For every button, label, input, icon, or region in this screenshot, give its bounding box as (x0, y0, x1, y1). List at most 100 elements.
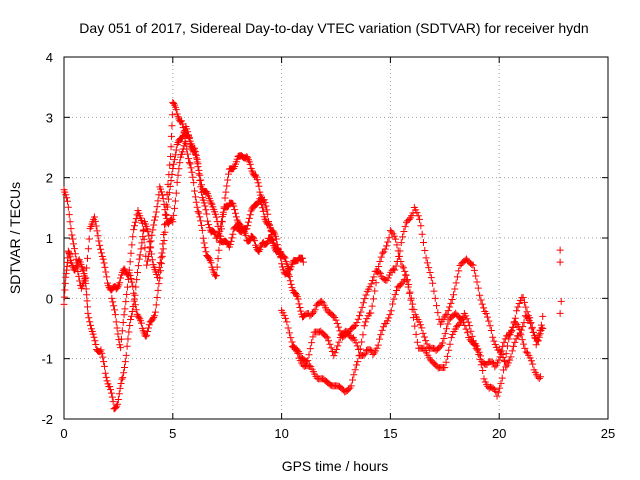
data-point (199, 234, 207, 242)
data-point (535, 375, 543, 383)
data-point (441, 330, 449, 338)
data-point (359, 299, 367, 307)
data-point (191, 193, 199, 201)
data-point (284, 324, 292, 332)
data-point (534, 337, 542, 345)
data-point (116, 384, 124, 392)
data-point (172, 189, 180, 197)
data-point (191, 187, 199, 195)
data-point (130, 289, 138, 297)
data-point (556, 309, 564, 317)
x-tick-label: 20 (492, 426, 506, 441)
data-point (474, 284, 482, 292)
data-point (469, 261, 477, 269)
data-point (267, 227, 275, 235)
data-point (434, 309, 442, 317)
data-point (402, 271, 410, 279)
data-point (298, 254, 306, 262)
y-tick-label: -1 (41, 352, 53, 367)
data-point (442, 358, 450, 366)
data-point (232, 213, 240, 221)
data-point (127, 312, 135, 320)
data-point (157, 260, 165, 268)
data-point (443, 352, 451, 360)
data-point (246, 160, 254, 168)
data-point (253, 176, 261, 184)
data-point (131, 218, 139, 226)
data-point (350, 322, 358, 330)
data-point (539, 325, 547, 332)
data-point (154, 286, 162, 294)
data-point (285, 272, 293, 280)
data-point (258, 204, 266, 212)
data-point (185, 133, 193, 141)
data-point (179, 145, 187, 153)
data-point (91, 217, 99, 225)
data-point (203, 210, 211, 218)
data-point (103, 377, 111, 385)
x-tick-label: 25 (601, 426, 615, 441)
data-point (198, 181, 206, 189)
data-point (286, 277, 294, 285)
data-point (527, 319, 535, 327)
data-point (523, 313, 531, 321)
data-point (107, 386, 115, 394)
data-point (395, 253, 403, 261)
data-point (391, 266, 399, 274)
data-point (498, 351, 506, 359)
data-point (444, 307, 452, 315)
data-point (161, 228, 169, 236)
data-point (447, 299, 455, 307)
data-point (463, 329, 471, 337)
data-point (226, 240, 234, 248)
data-point (526, 354, 534, 362)
data-point (193, 203, 201, 211)
data-point (276, 248, 284, 256)
data-point (379, 249, 387, 257)
data-point (86, 318, 94, 326)
data-point (173, 178, 181, 186)
data-point (385, 234, 393, 242)
data-point (508, 347, 516, 355)
data-point (120, 363, 128, 371)
data-point (67, 225, 75, 233)
data-point (141, 244, 149, 252)
data-point (299, 258, 307, 266)
data-point (445, 346, 453, 354)
data-point (107, 389, 115, 397)
data-point (335, 338, 343, 346)
data-point (140, 235, 148, 243)
data-point (65, 211, 73, 219)
data-point (360, 322, 368, 330)
data-point (186, 160, 194, 168)
data-point (491, 363, 499, 371)
data-point (419, 239, 427, 247)
data-point (297, 307, 305, 315)
data-point (387, 307, 395, 315)
data-point (117, 344, 125, 352)
data-point (211, 229, 219, 237)
data-point (83, 264, 91, 272)
data-point (487, 327, 495, 335)
data-point (527, 357, 535, 365)
data-point (169, 165, 177, 173)
data-point (191, 144, 199, 152)
data-point (114, 396, 122, 404)
data-point (406, 288, 414, 296)
data-point (183, 125, 191, 133)
data-point (69, 235, 77, 243)
data-point (137, 319, 145, 327)
data-point (151, 312, 159, 320)
data-point (151, 213, 159, 221)
data-point (366, 346, 374, 354)
data-point (222, 188, 230, 196)
data-point (221, 194, 229, 202)
data-point (185, 159, 193, 167)
data-point (256, 188, 264, 196)
data-point (499, 353, 507, 361)
data-point (201, 244, 209, 252)
data-point (244, 222, 252, 230)
data-point (350, 371, 358, 379)
data-point (472, 272, 480, 280)
data-point (136, 251, 144, 259)
